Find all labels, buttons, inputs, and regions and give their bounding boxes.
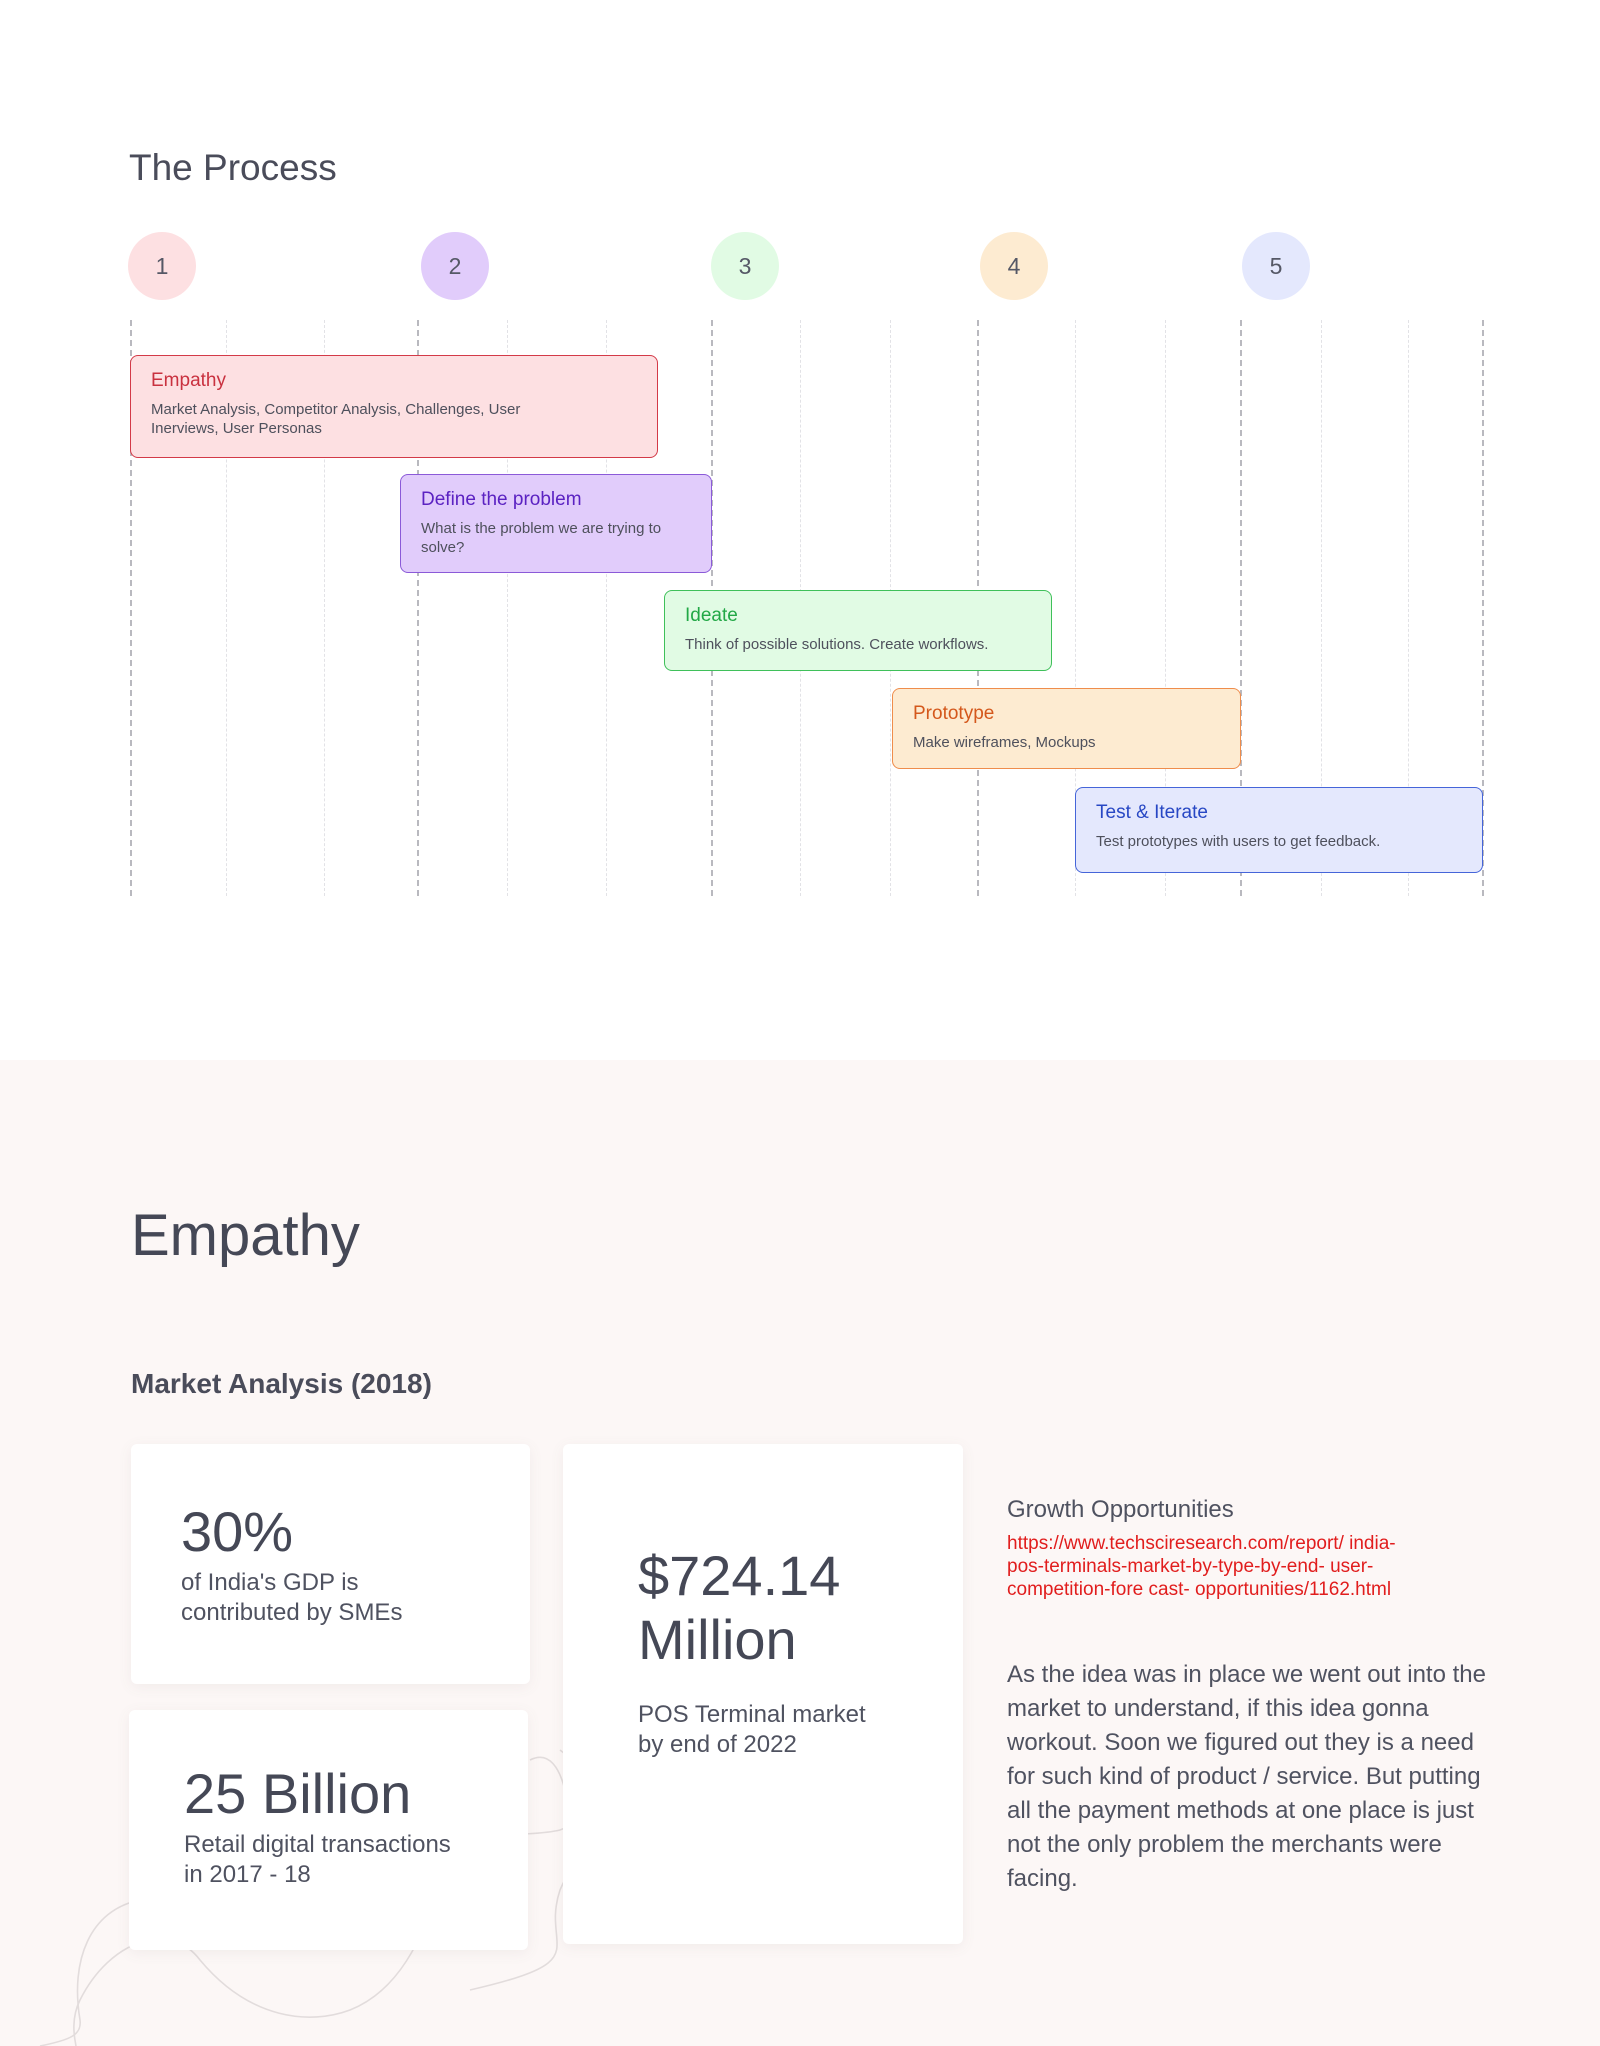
phase-card-define: Define the problem What is the problem w… <box>400 474 712 573</box>
stat-value: 25 Billion <box>184 1762 412 1825</box>
phase-title: Define the problem <box>421 489 582 510</box>
step-circle-3: 3 <box>711 232 779 300</box>
stat-caption: Retail digital transactions in 2017 - 18 <box>184 1831 451 1889</box>
process-title: The Process <box>129 147 337 188</box>
phase-description: Test prototypes with users to get feedba… <box>1096 833 1381 850</box>
phase-card-prototype: Prototype Make wireframes, Mockups <box>892 688 1241 769</box>
timeline-gridline-minor <box>324 320 325 896</box>
phase-description: What is the problem we are trying to sol… <box>421 520 662 556</box>
phase-title: Test & Iterate <box>1096 802 1208 823</box>
phase-title: Ideate <box>685 605 738 626</box>
growth-opportunities-title: Growth Opportunities <box>1007 1496 1234 1523</box>
phase-description: Think of possible solutions. Create work… <box>685 636 989 653</box>
phase-card-test-iterate: Test & Iterate Test prototypes with user… <box>1075 787 1483 873</box>
timeline-gridline-major <box>1482 320 1484 896</box>
stat-caption: of India's GDP is contributed by SMEs <box>181 1569 403 1627</box>
step-circle-5: 5 <box>1242 232 1310 300</box>
stat-card-gdp: 30% of India's GDP is contributed by SME… <box>131 1444 530 1684</box>
step-circle-4: 4 <box>980 232 1048 300</box>
process-section: The Process 1 2 3 4 5 Empathy Market Ana… <box>128 147 1484 896</box>
phase-description: Market Analysis, Competitor Analysis, Ch… <box>151 401 521 437</box>
timeline-gridline-minor <box>1075 320 1076 896</box>
timeline-gridline-minor <box>1165 320 1166 896</box>
step-circle-1: 1 <box>128 232 196 300</box>
phase-card-empathy: Empathy Market Analysis, Competitor Anal… <box>130 355 658 458</box>
step-circle-2: 2 <box>421 232 489 300</box>
empathy-section: Empathy Market Analysis (2018) 30% of In… <box>0 1060 1600 2046</box>
timeline-gridline-minor <box>507 320 508 896</box>
phase-card-ideate: Ideate Think of possible solutions. Crea… <box>664 590 1052 671</box>
empathy-body-text: As the idea was in place we went out int… <box>1007 1661 1486 1892</box>
timeline-gridline-minor <box>1321 320 1322 896</box>
timeline-gridline-minor <box>1408 320 1409 896</box>
growth-opportunities-link[interactable]: https://www.techsciresearch.com/report/ … <box>1007 1533 1396 1600</box>
timeline-gridline-major <box>1240 320 1242 896</box>
stat-caption: POS Terminal market by end of 2022 <box>638 1701 866 1758</box>
phase-title: Empathy <box>151 370 226 391</box>
timeline-gridline-major <box>130 320 132 896</box>
stat-card-transactions: 25 Billion Retail digital transactions i… <box>129 1710 528 1950</box>
timeline-gridline-major <box>417 320 419 896</box>
empathy-heading: Empathy <box>131 1203 360 1268</box>
stat-value: $724.14 Million <box>638 1544 841 1671</box>
stat-value: 30% <box>181 1500 294 1563</box>
timeline-gridline-minor <box>226 320 227 896</box>
phase-description: Make wireframes, Mockups <box>913 734 1096 751</box>
phase-title: Prototype <box>913 703 995 724</box>
market-analysis-heading: Market Analysis (2018) <box>131 1368 432 1399</box>
stat-card-pos-market: $724.14 Million POS Terminal market by e… <box>563 1444 963 1944</box>
timeline-gridline-minor <box>606 320 607 896</box>
